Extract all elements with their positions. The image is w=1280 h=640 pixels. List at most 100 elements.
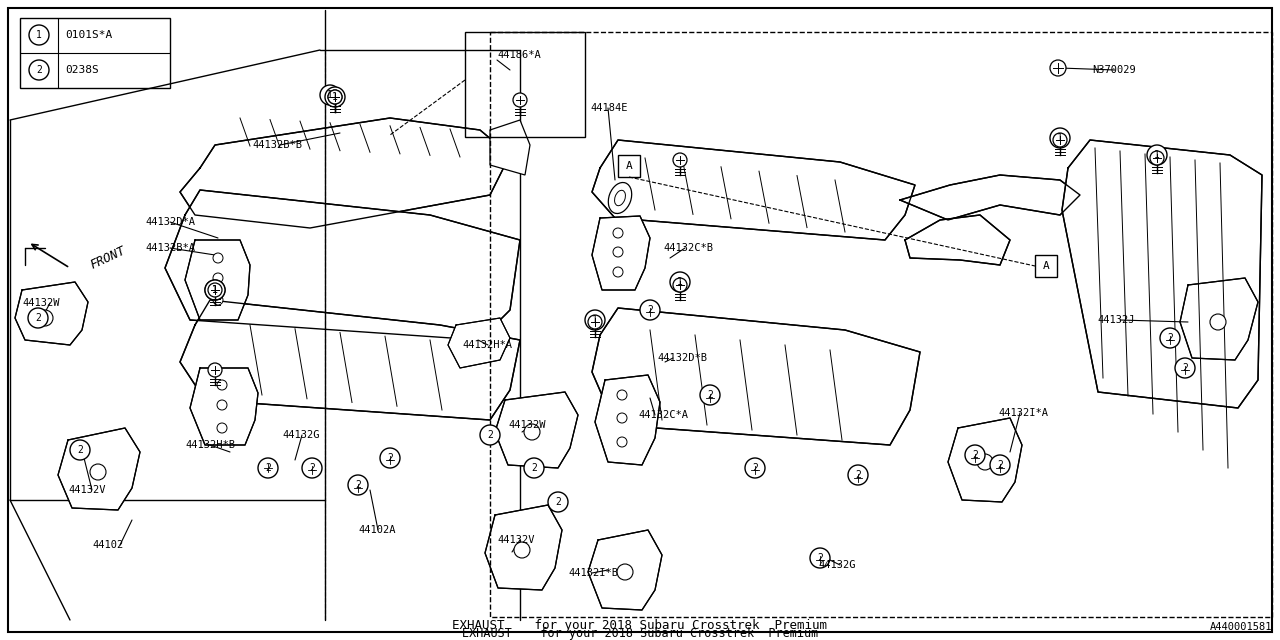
Circle shape xyxy=(1160,328,1180,348)
Text: 2: 2 xyxy=(77,445,83,455)
Circle shape xyxy=(704,392,716,404)
Circle shape xyxy=(673,153,687,167)
Circle shape xyxy=(218,400,227,410)
Circle shape xyxy=(306,464,317,476)
Circle shape xyxy=(989,455,1010,475)
Polygon shape xyxy=(495,392,579,468)
Circle shape xyxy=(1147,145,1167,165)
Bar xyxy=(618,155,640,177)
Text: EXHAUST    for your 2018 Subaru Crosstrek  Premium: EXHAUST for your 2018 Subaru Crosstrek P… xyxy=(453,619,827,632)
Text: 2: 2 xyxy=(707,390,713,400)
Polygon shape xyxy=(1180,278,1258,360)
Text: 44132W: 44132W xyxy=(508,420,545,430)
Text: 0238S: 0238S xyxy=(65,65,99,75)
Text: 1: 1 xyxy=(328,90,333,100)
Circle shape xyxy=(70,440,90,460)
Circle shape xyxy=(1210,314,1226,330)
Circle shape xyxy=(749,464,762,476)
Circle shape xyxy=(212,253,223,263)
Circle shape xyxy=(218,380,227,390)
Circle shape xyxy=(669,272,690,292)
Bar xyxy=(490,32,1272,617)
Polygon shape xyxy=(595,375,660,465)
Circle shape xyxy=(513,93,527,107)
Circle shape xyxy=(328,90,342,104)
Text: 2: 2 xyxy=(997,460,1004,470)
Polygon shape xyxy=(485,505,562,590)
Text: 44132V: 44132V xyxy=(68,485,105,495)
Polygon shape xyxy=(900,175,1080,220)
Circle shape xyxy=(585,310,605,330)
Text: 44184E: 44184E xyxy=(590,103,627,113)
Circle shape xyxy=(852,472,864,484)
Polygon shape xyxy=(180,300,520,420)
Circle shape xyxy=(995,462,1006,474)
Text: 44186*A: 44186*A xyxy=(497,50,540,60)
Circle shape xyxy=(617,437,627,447)
Text: 2: 2 xyxy=(855,470,861,480)
Polygon shape xyxy=(448,318,509,368)
Text: A: A xyxy=(1043,261,1050,271)
Text: 44132G: 44132G xyxy=(282,430,320,440)
Text: 44132G: 44132G xyxy=(818,560,855,570)
Circle shape xyxy=(28,308,49,328)
Text: 2: 2 xyxy=(265,463,271,473)
Polygon shape xyxy=(591,140,915,240)
Text: 1: 1 xyxy=(212,285,218,295)
Text: 44102A: 44102A xyxy=(358,525,396,535)
Circle shape xyxy=(1179,364,1190,376)
Text: FRONT: FRONT xyxy=(88,244,128,272)
Text: 2: 2 xyxy=(488,430,493,440)
Text: 44132B*A: 44132B*A xyxy=(145,243,195,253)
Text: A: A xyxy=(626,161,632,171)
Text: 44132V: 44132V xyxy=(497,535,535,545)
Text: 2: 2 xyxy=(35,313,41,323)
Polygon shape xyxy=(15,282,88,345)
Polygon shape xyxy=(1062,140,1262,408)
Circle shape xyxy=(380,448,399,468)
Text: 2: 2 xyxy=(387,453,393,463)
Circle shape xyxy=(207,283,221,297)
Circle shape xyxy=(480,425,500,445)
Circle shape xyxy=(617,413,627,423)
Text: 44132C*B: 44132C*B xyxy=(663,243,713,253)
Circle shape xyxy=(207,363,221,377)
Text: 44132H*A: 44132H*A xyxy=(462,340,512,350)
Circle shape xyxy=(29,25,49,45)
Text: 1: 1 xyxy=(36,30,42,40)
Text: 0101S*A: 0101S*A xyxy=(65,30,113,40)
Circle shape xyxy=(328,90,342,104)
Text: 2: 2 xyxy=(1181,363,1188,373)
Circle shape xyxy=(969,452,980,464)
Text: A440001581: A440001581 xyxy=(1210,622,1272,632)
Text: 2: 2 xyxy=(972,450,978,460)
Text: 1: 1 xyxy=(593,315,598,325)
Circle shape xyxy=(29,60,49,80)
Circle shape xyxy=(1050,128,1070,148)
Circle shape xyxy=(262,462,274,474)
Polygon shape xyxy=(165,190,520,340)
Text: 1: 1 xyxy=(212,285,218,295)
Text: 1: 1 xyxy=(677,277,684,287)
Ellipse shape xyxy=(614,190,626,205)
Circle shape xyxy=(1149,151,1164,165)
Circle shape xyxy=(515,542,530,558)
Circle shape xyxy=(205,280,225,300)
Text: 1: 1 xyxy=(332,92,338,102)
Text: 44132W: 44132W xyxy=(22,298,59,308)
Circle shape xyxy=(218,423,227,433)
Text: 2: 2 xyxy=(817,553,823,563)
Text: 2: 2 xyxy=(1167,333,1172,343)
Circle shape xyxy=(1164,334,1176,346)
Text: 44132C*A: 44132C*A xyxy=(637,410,689,420)
Circle shape xyxy=(588,315,602,329)
Ellipse shape xyxy=(608,182,632,214)
Text: 44132I*A: 44132I*A xyxy=(998,408,1048,418)
Circle shape xyxy=(320,85,340,105)
Polygon shape xyxy=(189,368,259,445)
Circle shape xyxy=(965,445,986,465)
Circle shape xyxy=(548,492,568,512)
Polygon shape xyxy=(490,120,530,175)
Polygon shape xyxy=(180,118,509,228)
Text: 2: 2 xyxy=(36,65,42,75)
